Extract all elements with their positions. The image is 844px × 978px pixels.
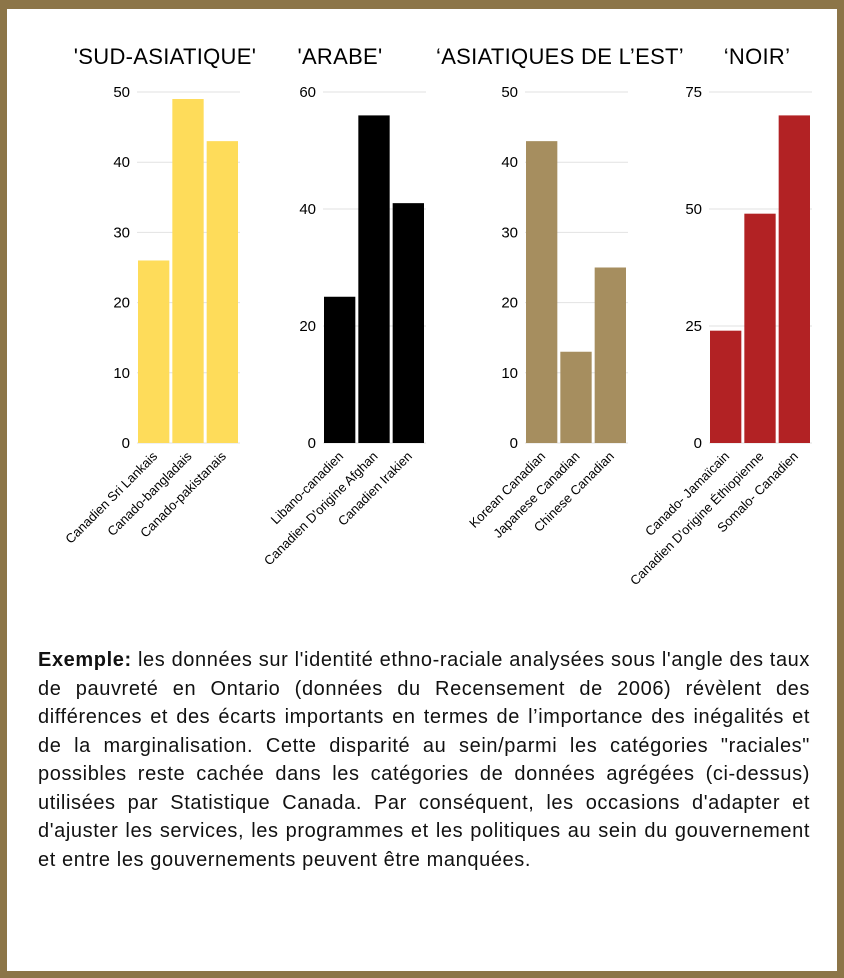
y-tick-label: 20 — [501, 295, 518, 312]
y-tick-label: 30 — [113, 224, 130, 241]
bar — [358, 115, 390, 444]
caption-lead: Exemple: — [38, 649, 132, 671]
y-tick-label: 60 — [299, 84, 316, 101]
y-tick-label: 0 — [694, 435, 702, 452]
bar — [744, 213, 776, 443]
y-tick-label: 30 — [501, 224, 518, 241]
bar — [172, 99, 204, 444]
bar — [392, 203, 424, 443]
y-tick-label: 40 — [299, 201, 316, 218]
y-tick-label: 50 — [685, 201, 702, 218]
y-tick-label: 50 — [113, 84, 130, 101]
bar — [324, 296, 356, 443]
y-tick-label: 40 — [113, 154, 130, 171]
caption-body: les données sur l'identité ethno-raciale… — [38, 649, 810, 871]
y-tick-label: 10 — [501, 365, 518, 382]
y-tick-label: 20 — [299, 318, 316, 335]
y-tick-label: 0 — [308, 435, 316, 452]
caption: Exemple: les données sur l'identité ethn… — [38, 646, 810, 874]
chart-title: ‘ASIATIQUES DE L’EST’ — [436, 44, 684, 69]
x-tick-label: Canadien D'origine Éthiopienne — [627, 449, 767, 589]
y-tick-label: 20 — [113, 295, 130, 312]
bar — [594, 267, 626, 443]
bar — [778, 115, 810, 444]
bar — [206, 141, 238, 443]
y-tick-label: 0 — [510, 435, 518, 452]
y-tick-label: 25 — [685, 318, 702, 335]
chart-title: ‘NOIR’ — [724, 44, 791, 69]
bar — [710, 330, 742, 443]
y-tick-label: 75 — [685, 84, 702, 101]
y-tick-label: 40 — [501, 154, 518, 171]
bar — [560, 351, 592, 443]
chart-title: 'ARABE' — [297, 44, 382, 69]
bar — [138, 260, 170, 443]
bar — [526, 141, 558, 443]
y-tick-label: 0 — [122, 435, 130, 452]
chart-title: 'SUD-ASIATIQUE' — [74, 44, 256, 69]
y-tick-label: 10 — [113, 365, 130, 382]
y-tick-label: 50 — [501, 84, 518, 101]
